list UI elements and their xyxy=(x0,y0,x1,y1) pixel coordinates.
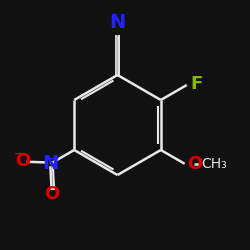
Text: O: O xyxy=(44,185,59,203)
Text: O: O xyxy=(187,155,202,173)
Text: F: F xyxy=(190,75,203,93)
Text: O: O xyxy=(15,152,30,170)
Text: N: N xyxy=(42,154,58,173)
Text: ⁻: ⁻ xyxy=(14,148,23,166)
Text: +: + xyxy=(50,154,59,164)
Text: CH₃: CH₃ xyxy=(201,157,226,171)
Text: N: N xyxy=(110,14,126,32)
